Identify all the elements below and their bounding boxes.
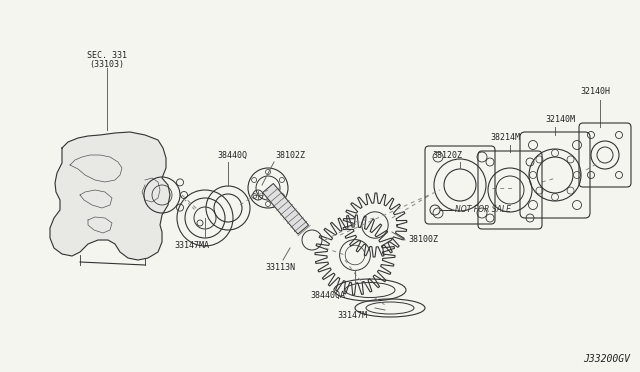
Text: 38102Z: 38102Z	[275, 151, 305, 160]
Text: 33147MA: 33147MA	[175, 241, 209, 250]
Text: J33200GV: J33200GV	[583, 354, 630, 364]
Text: 33113N: 33113N	[265, 263, 295, 273]
Text: 38120Z: 38120Z	[432, 151, 462, 160]
Text: 38440Q: 38440Q	[217, 151, 247, 160]
Text: NOT FOR SALE: NOT FOR SALE	[455, 205, 511, 215]
Polygon shape	[50, 132, 170, 260]
Text: 32140M: 32140M	[545, 115, 575, 125]
Text: 38440QA: 38440QA	[310, 291, 346, 299]
FancyArrow shape	[262, 183, 308, 234]
Text: 38214M: 38214M	[490, 134, 520, 142]
Text: (33103): (33103)	[90, 61, 125, 70]
Text: SEC. 331: SEC. 331	[87, 51, 127, 60]
Text: 32140H: 32140H	[580, 87, 610, 96]
Text: 38100Z: 38100Z	[408, 235, 438, 244]
Text: 33147M: 33147M	[337, 311, 367, 320]
